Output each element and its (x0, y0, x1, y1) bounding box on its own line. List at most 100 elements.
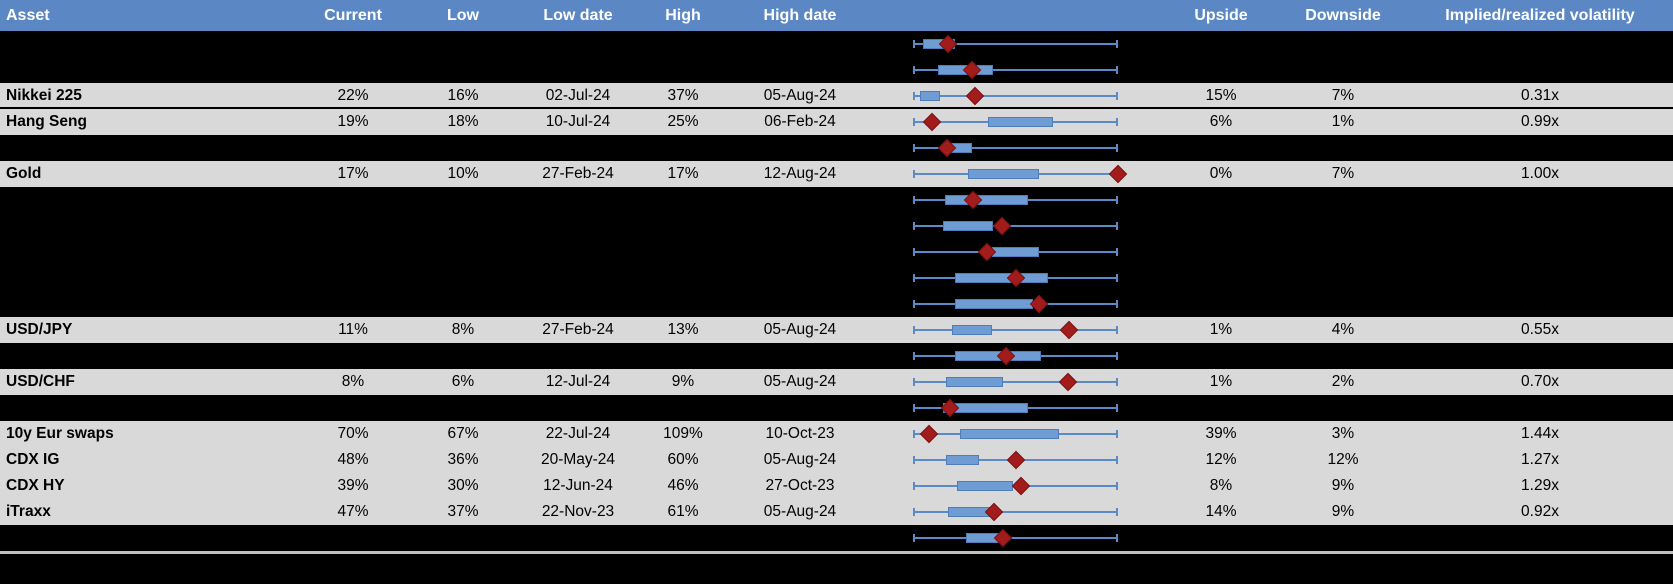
current-marker-diamond (1006, 268, 1025, 288)
table-row: CDX IG 48% 36% 20-May-24 60% 05-Aug-24 1… (0, 447, 1673, 473)
low-date (503, 395, 653, 421)
high-value: 9% (671, 373, 695, 390)
range-box (952, 325, 993, 335)
col-header-high-date: High date (763, 7, 837, 24)
high-value (633, 57, 733, 83)
asset-name (6, 395, 286, 421)
high-value (633, 31, 733, 57)
asset-name: Hang Seng (6, 113, 87, 130)
high-value (633, 291, 733, 317)
current-value (300, 135, 406, 161)
whisker-line (913, 329, 1118, 331)
high-date: 05-Aug-24 (763, 321, 837, 338)
range-box (992, 247, 1039, 257)
low-value (413, 57, 513, 83)
current-value: 11% (338, 321, 368, 338)
current-value (300, 239, 406, 265)
whisker-cap-right (1116, 196, 1118, 204)
table-row: USD/JPY 11% 8% 27-Feb-24 13% 05-Aug-24 1… (0, 317, 1673, 343)
table-row (0, 395, 1673, 421)
low-value (413, 343, 513, 369)
whisker-line (913, 225, 1118, 227)
upside-value (1151, 213, 1291, 239)
current-value (300, 291, 406, 317)
table-row: iTraxx 47% 37% 22-Nov-23 61% 05-Aug-24 1… (0, 499, 1673, 525)
low-date: 22-Nov-23 (541, 503, 615, 520)
current-value: 47% (337, 503, 369, 520)
low-value (413, 265, 513, 291)
high-value: 46% (667, 477, 699, 494)
whisker-cap-left (913, 196, 915, 204)
low-date: 12-Jul-24 (545, 373, 611, 390)
asset-name: iTraxx (6, 503, 51, 520)
asset-name: Gold (6, 165, 42, 182)
current-value (300, 525, 406, 551)
whisker-line (913, 537, 1118, 539)
high-date (725, 31, 875, 57)
low-date (503, 343, 653, 369)
range-box (960, 429, 1059, 439)
asset-name: CDX IG (6, 451, 60, 468)
whisker-cap-left (913, 40, 915, 48)
current-value: 48% (337, 451, 369, 468)
implied-realized-vol-value: 1.44x (1521, 425, 1559, 442)
whisker-cap-right (1116, 118, 1118, 126)
whisker-cap-right (1116, 508, 1118, 516)
high-value: 17% (667, 165, 699, 182)
whisker-cap-right (1116, 326, 1118, 334)
high-date (725, 239, 875, 265)
current-marker-diamond (963, 60, 982, 80)
low-value (413, 395, 513, 421)
low-date: 20-May-24 (540, 451, 616, 468)
high-value (633, 343, 733, 369)
low-date: 12-Jun-24 (543, 477, 613, 494)
high-value: 13% (667, 321, 699, 338)
table-row (0, 57, 1673, 83)
whisker-cap-left (913, 456, 915, 464)
whisker-cap-right (1116, 248, 1118, 256)
whisker-cap-left (913, 66, 915, 74)
asset-name (6, 213, 286, 239)
col-header-current: Current (324, 7, 382, 24)
current-marker-diamond (940, 398, 960, 418)
whisker-cap-right (1116, 534, 1118, 542)
upside-value: 8% (1209, 477, 1233, 494)
downside-value: 3% (1331, 425, 1355, 442)
current-marker-diamond (922, 112, 942, 132)
whisker-cap-right (1116, 456, 1118, 464)
col-header-low-date: Low date (543, 7, 613, 24)
whisker-cap-right (1116, 66, 1118, 74)
implied-realized-vol-value (1405, 265, 1673, 291)
upside-value (1151, 187, 1291, 213)
range-box (957, 481, 1014, 491)
current-value: 39% (337, 477, 369, 494)
implied-realized-vol-value: 0.70x (1521, 373, 1559, 390)
low-value (413, 213, 513, 239)
range-box (955, 273, 1048, 283)
whisker-cap-left (913, 378, 915, 386)
range-boxplot (913, 499, 1118, 525)
whisker-cap-left (913, 274, 915, 282)
whisker-cap-left (913, 92, 915, 100)
high-value: 60% (667, 451, 699, 468)
current-marker-diamond (1012, 476, 1031, 496)
current-value: 22% (337, 87, 369, 104)
implied-realized-vol-value: 1.27x (1521, 451, 1559, 468)
upside-value: 0% (1209, 165, 1233, 182)
asset-name (6, 343, 286, 369)
current-marker-diamond (1058, 372, 1077, 392)
current-value: 70% (337, 425, 369, 442)
upside-value: 12% (1205, 451, 1237, 468)
whisker-cap-left (913, 326, 915, 334)
table-body: Nikkei 225 22% 16% 02-Jul-24 37% 05-Aug-… (0, 31, 1673, 551)
high-value (633, 525, 733, 551)
table-row (0, 525, 1673, 551)
upside-value: 1% (1209, 321, 1233, 338)
low-date (503, 31, 653, 57)
whisker-cap-right (1116, 144, 1118, 152)
high-value (633, 239, 733, 265)
implied-realized-vol-value: 0.99x (1521, 113, 1559, 130)
downside-value (1293, 57, 1393, 83)
range-box (919, 91, 941, 101)
whisker-cap-left (913, 300, 915, 308)
